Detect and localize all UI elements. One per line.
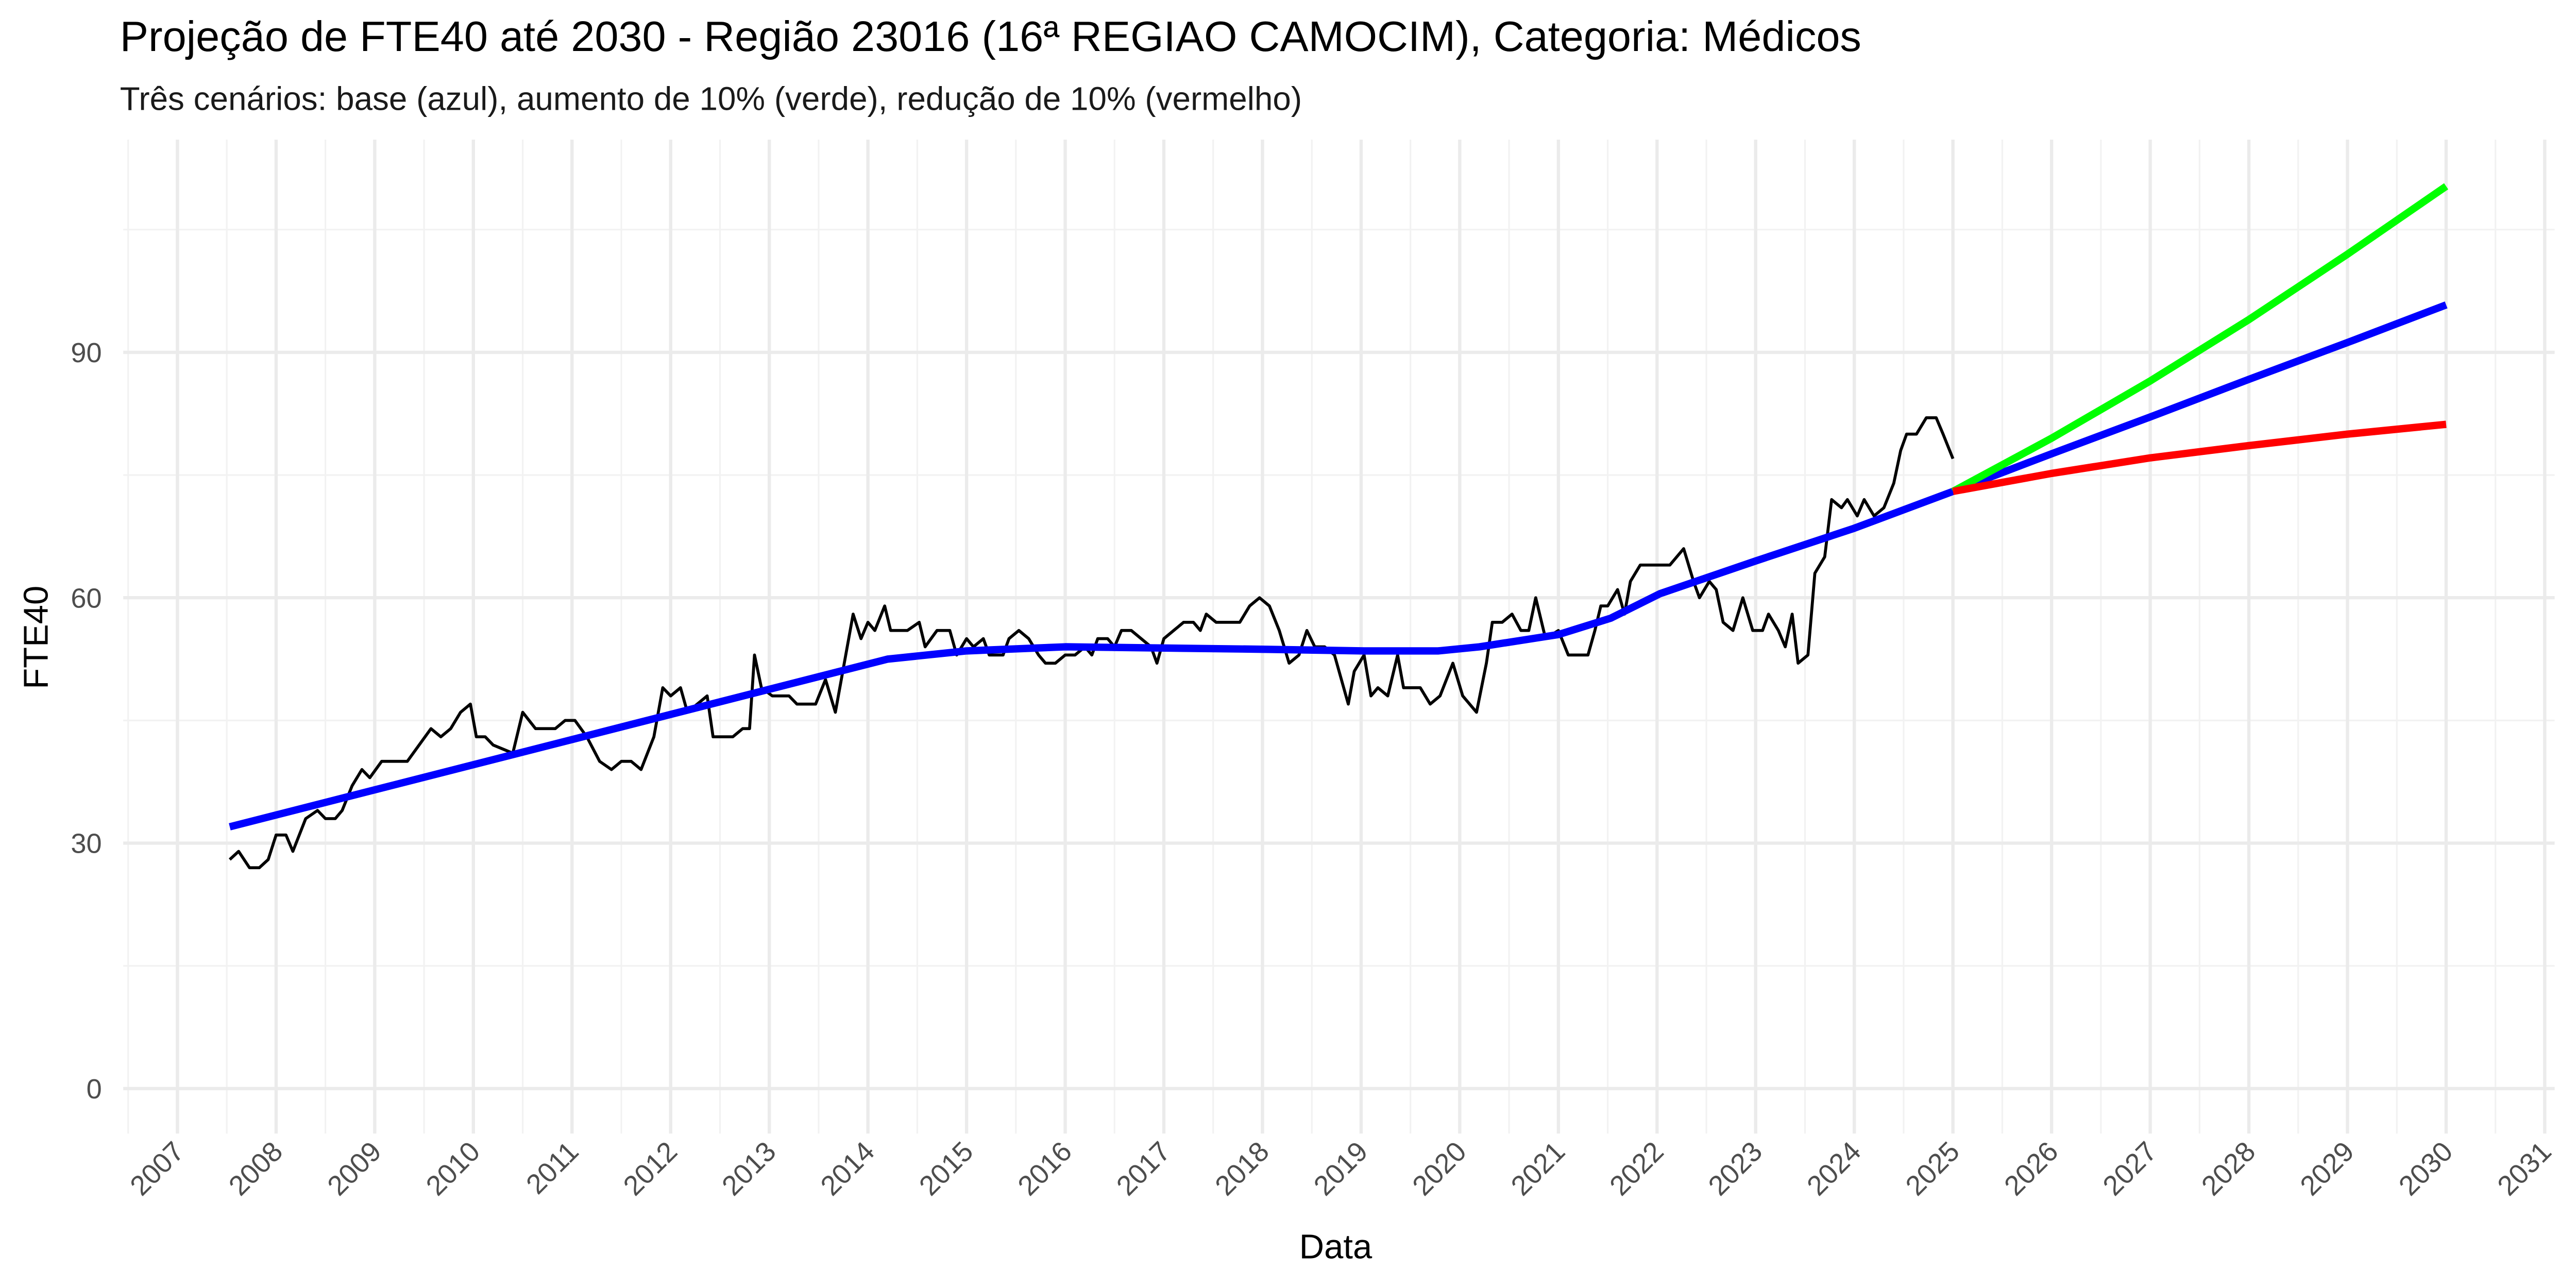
series-line (1952, 420, 2447, 495)
chart-title: Projeção de FTE40 até 2030 - Região 2301… (120, 12, 1861, 60)
chart-subtitle: Três cenários: base (azul), aumento de 1… (120, 80, 1302, 117)
y-tick-label: 60 (71, 583, 101, 614)
y-tick-label: 90 (71, 337, 101, 368)
lines (228, 183, 2449, 870)
y-axis-title: FTE40 (16, 586, 55, 689)
series-line (228, 416, 1955, 870)
y-tick-label: 30 (71, 828, 101, 859)
y-tick-label: 0 (87, 1074, 102, 1105)
x-axis-title: Data (1299, 1228, 1372, 1266)
series-line (1951, 183, 2449, 495)
grid (123, 140, 2555, 1134)
series-line (229, 301, 2448, 831)
